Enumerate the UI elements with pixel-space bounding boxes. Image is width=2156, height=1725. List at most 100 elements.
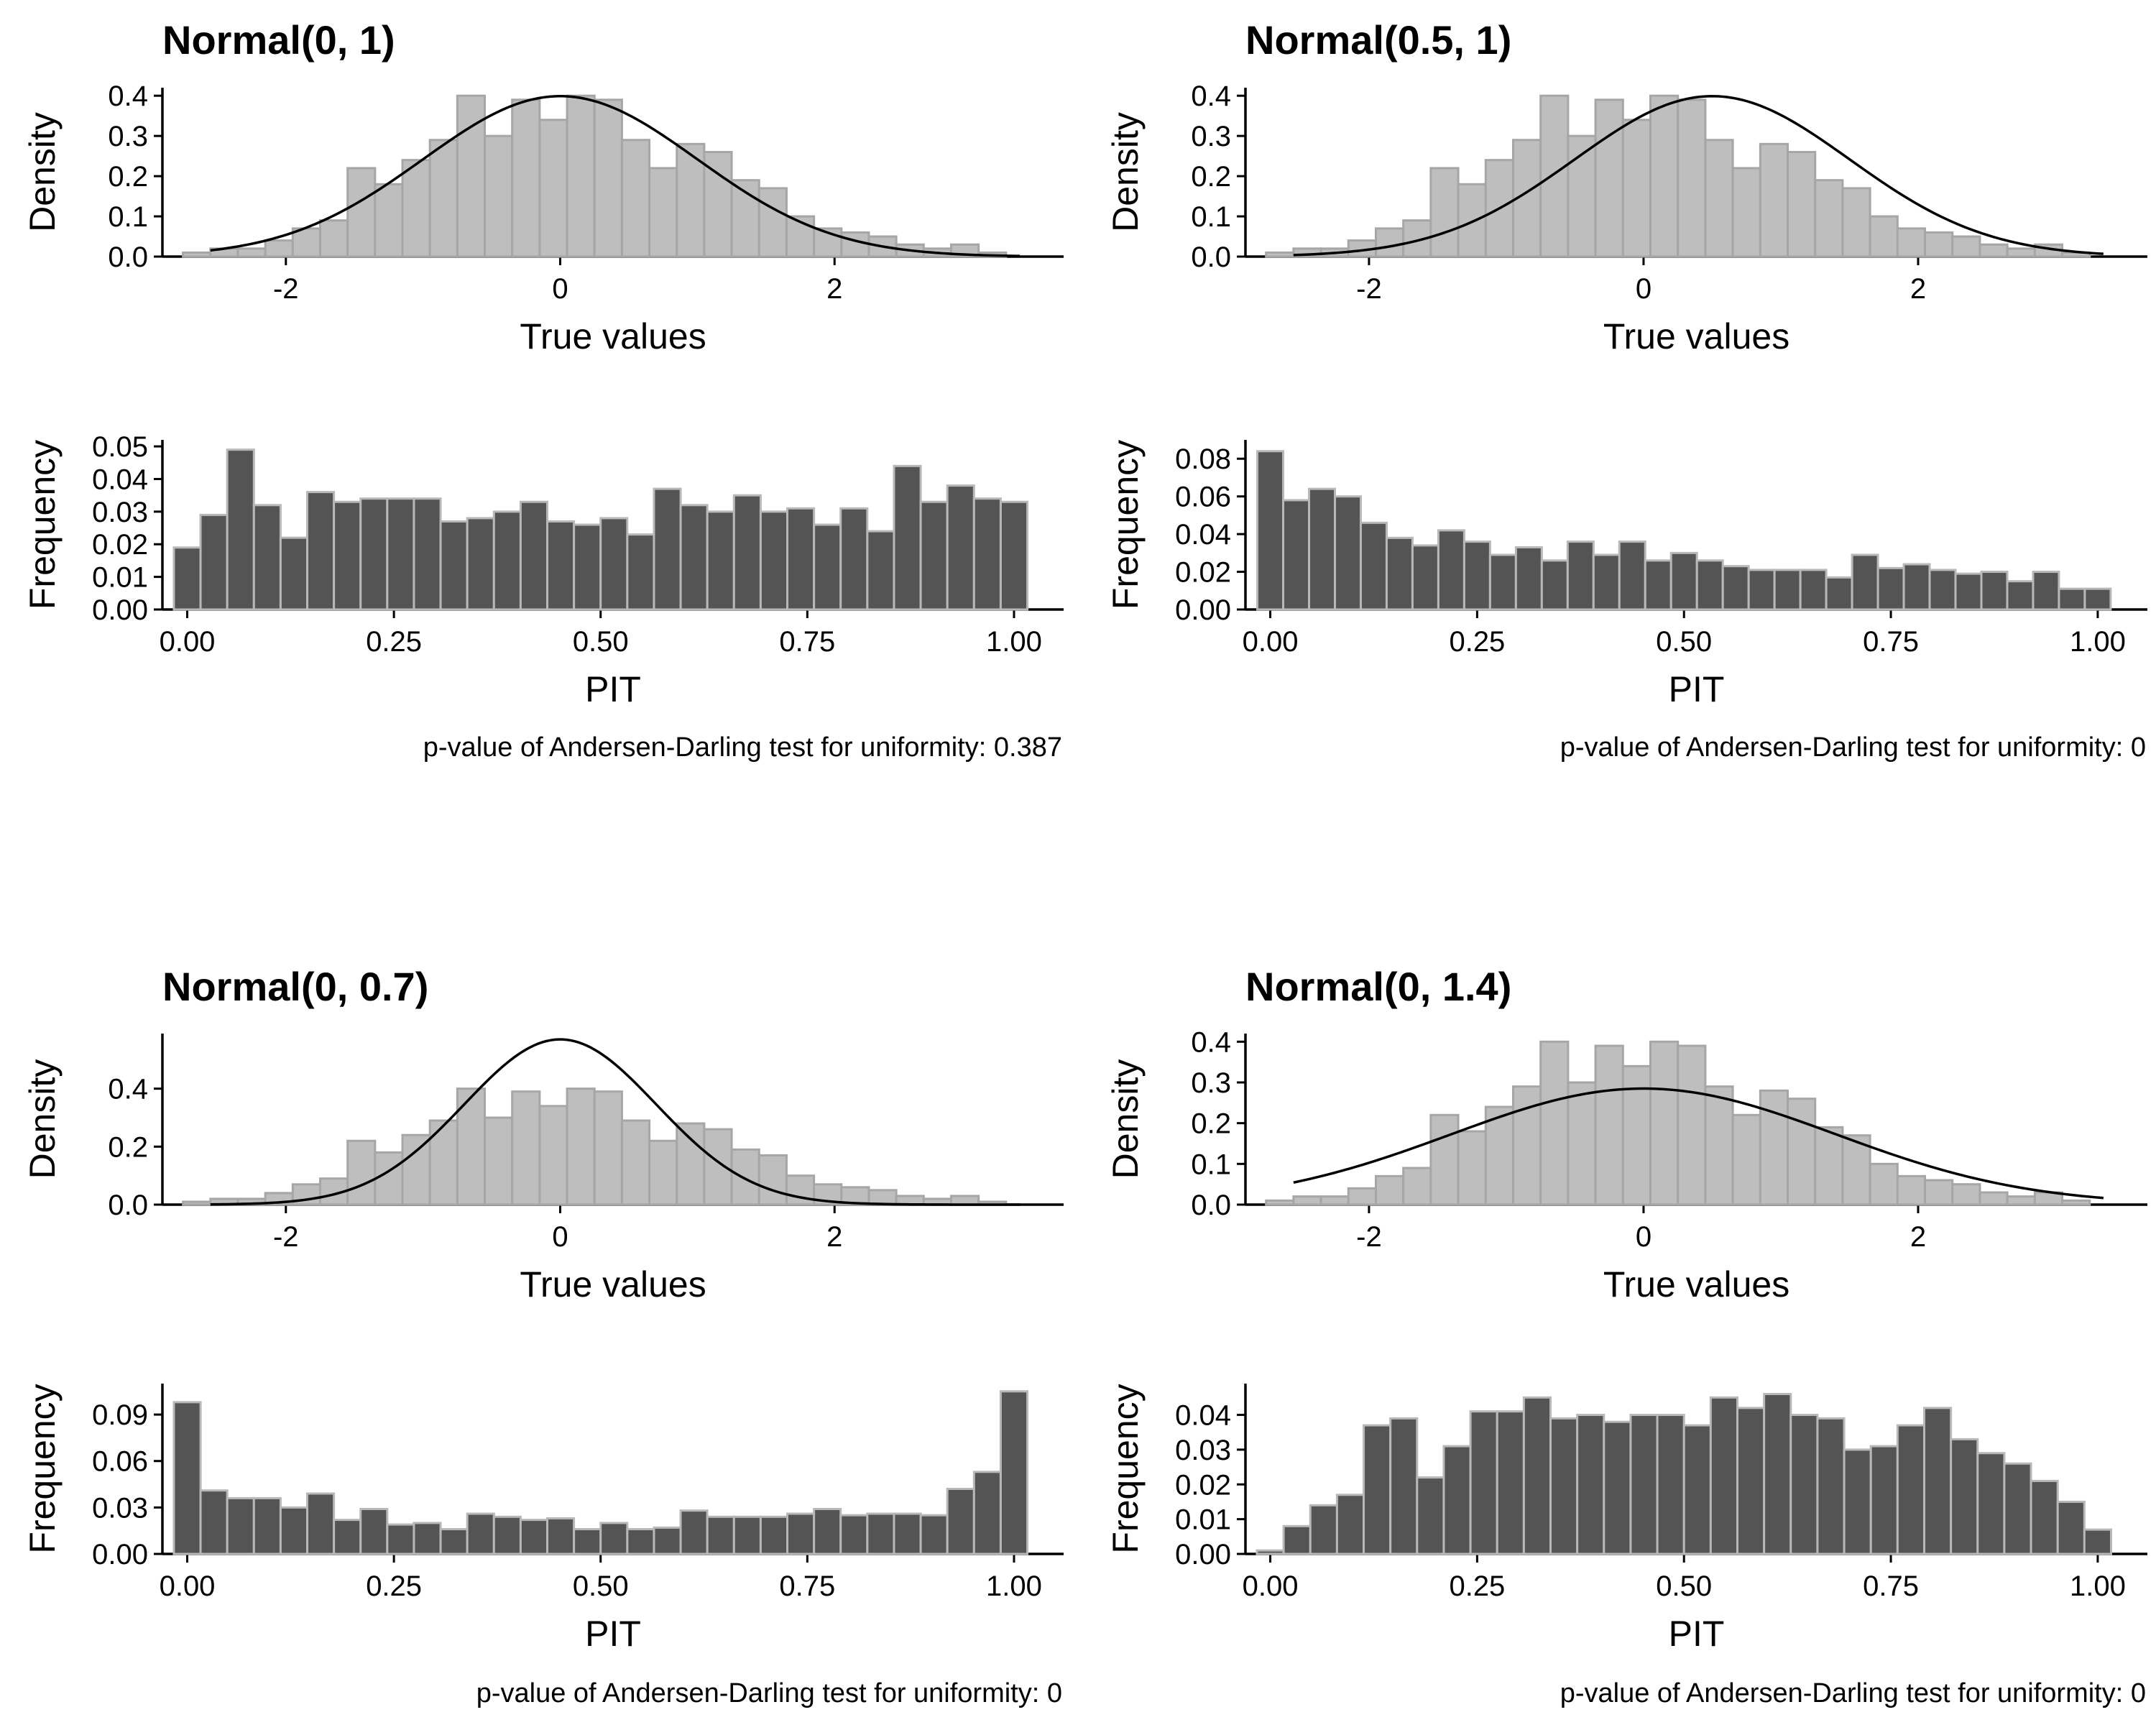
pit-bar bbox=[626, 533, 655, 611]
pit-bar bbox=[1656, 1414, 1685, 1555]
pit-bar bbox=[413, 1522, 442, 1555]
pit-y-tick-label: 0.02 bbox=[92, 529, 148, 561]
density-bar bbox=[264, 239, 294, 258]
density-bar bbox=[785, 1174, 816, 1206]
density-y-tick-label: 0.2 bbox=[108, 1131, 148, 1163]
pit-bar bbox=[679, 1509, 709, 1555]
density-y-tick-label: 0.3 bbox=[108, 121, 148, 152]
pit-y-tick-label: 0.04 bbox=[92, 464, 148, 495]
density-bar bbox=[1265, 1199, 1295, 1206]
pit-bar bbox=[1540, 559, 1569, 611]
pvalue-caption: p-value of Andersen-Darling test for uni… bbox=[476, 1678, 1062, 1708]
density-bar bbox=[428, 139, 459, 258]
pit-x-tick-label: 0.75 bbox=[779, 626, 835, 658]
pit-y-tick-label: 0.00 bbox=[1175, 1539, 1231, 1570]
density-bar bbox=[2006, 247, 2036, 258]
density-bar bbox=[1951, 235, 1981, 258]
pit-bar bbox=[706, 510, 735, 611]
pit-x-tick-label: 0.25 bbox=[1449, 626, 1505, 658]
pit-bar bbox=[1763, 1393, 1792, 1555]
density-x-tick-label: 0 bbox=[1636, 1221, 1651, 1253]
density-bar bbox=[620, 139, 651, 258]
pit-bar bbox=[893, 464, 922, 611]
pit-histogram: 0.00 0.25 0.50 0.75 1.00 0.00 0.02 0.04 0.06 0.08… bbox=[1105, 440, 2147, 709]
density-bar bbox=[1978, 243, 2009, 258]
density-x-tick-label: 0 bbox=[552, 273, 568, 305]
density-x-tick-label: 0 bbox=[1636, 273, 1651, 305]
density-bar bbox=[374, 1151, 404, 1206]
pit-bar bbox=[1514, 546, 1543, 611]
pit-bar bbox=[999, 1390, 1029, 1555]
density-bar bbox=[1374, 227, 1405, 258]
pit-bar bbox=[1282, 499, 1311, 611]
density-bar bbox=[1429, 1113, 1460, 1206]
pit-bar bbox=[1709, 1396, 1739, 1555]
density-bar bbox=[374, 183, 404, 258]
density-bar bbox=[484, 134, 514, 258]
density-y-tick-label: 0.4 bbox=[1191, 1026, 1231, 1058]
normal-density-curve bbox=[210, 95, 1020, 257]
pit-bar bbox=[333, 500, 362, 611]
pit-x-tick-label: 1.00 bbox=[986, 1570, 1042, 1602]
pit-bar bbox=[813, 1508, 842, 1555]
panel-title: Normal(0, 1) bbox=[162, 17, 395, 63]
pit-bar bbox=[1335, 1494, 1365, 1555]
pit-x-tick-label: 0.50 bbox=[1656, 1570, 1712, 1602]
pit-bar bbox=[1522, 1396, 1552, 1555]
density-bar bbox=[840, 231, 870, 258]
pit-bar bbox=[252, 1496, 282, 1555]
pit-x-tick-label: 0.25 bbox=[366, 1570, 422, 1602]
pit-bar bbox=[1976, 1452, 2006, 1555]
pit-x-tick-label: 0.50 bbox=[573, 626, 629, 658]
pit-x-tick-label: 1.00 bbox=[986, 626, 1042, 658]
density-bar bbox=[538, 1105, 568, 1206]
pit-bar bbox=[653, 487, 682, 611]
pit-bar bbox=[2083, 1528, 2112, 1555]
density-y-tick-label: 0.1 bbox=[1191, 1149, 1231, 1180]
pit-bar bbox=[813, 523, 842, 611]
pit-x-tick-label: 1.00 bbox=[2070, 1570, 2126, 1602]
pit-bar bbox=[732, 1515, 762, 1555]
pit-y-tick-label: 0.06 bbox=[1175, 482, 1231, 513]
pit-bar bbox=[1851, 553, 1879, 611]
pit-x-tick-label: 1.00 bbox=[2070, 626, 2126, 658]
pit-bar bbox=[1843, 1448, 1872, 1555]
density-bar bbox=[1869, 1162, 1899, 1206]
pit-bar bbox=[439, 1528, 469, 1555]
density-bar bbox=[1841, 187, 1871, 258]
pit-bar bbox=[279, 536, 309, 611]
normal-density-curve bbox=[210, 1038, 1020, 1206]
pit-bar bbox=[1721, 565, 1750, 611]
pit-bar bbox=[1576, 1414, 1606, 1555]
pit-bar bbox=[546, 1517, 576, 1555]
normal-density-curve bbox=[1293, 1087, 2104, 1200]
pit-bar bbox=[1928, 569, 1957, 611]
pit-bar bbox=[1950, 1438, 1979, 1555]
density-bar bbox=[676, 142, 706, 258]
pit-bar bbox=[1437, 529, 1465, 611]
pit-bar bbox=[1618, 540, 1646, 611]
pit-x-axis-title: PIT bbox=[585, 1614, 641, 1654]
pit-bar bbox=[172, 546, 202, 611]
density-y-tick-label: 0.2 bbox=[1191, 1108, 1231, 1140]
density-y-tick-label: 0.0 bbox=[1191, 1190, 1231, 1221]
density-bar bbox=[236, 247, 267, 258]
pit-bar bbox=[599, 517, 629, 611]
density-histogram: -2 0 2 0.0 0.1 0.2 0.3 0.4 True values Density bbox=[1105, 1026, 2147, 1305]
panel-bottom-left: Normal(0, 0.7) -2 0 2 0.0 0.2 0.4 True values De… bbox=[22, 964, 1064, 1708]
pit-y-axis-title: Frequency bbox=[22, 440, 63, 610]
pit-bar bbox=[1869, 1445, 1899, 1555]
density-bar bbox=[1924, 1179, 1954, 1206]
density-bar bbox=[1649, 94, 1680, 258]
density-bar bbox=[1814, 179, 1844, 258]
pit-bar bbox=[1816, 1417, 1846, 1555]
density-bar bbox=[867, 1189, 898, 1206]
density-bar bbox=[1374, 1174, 1405, 1206]
pit-bar bbox=[1922, 1407, 1953, 1555]
density-x-tick-label: 2 bbox=[826, 1221, 842, 1253]
pit-x-tick-label: 0.75 bbox=[1863, 1570, 1919, 1602]
density-bar bbox=[1896, 1174, 1927, 1206]
pit-bar bbox=[279, 1506, 309, 1555]
density-bar bbox=[511, 98, 541, 258]
density-bar bbox=[1402, 1167, 1432, 1206]
